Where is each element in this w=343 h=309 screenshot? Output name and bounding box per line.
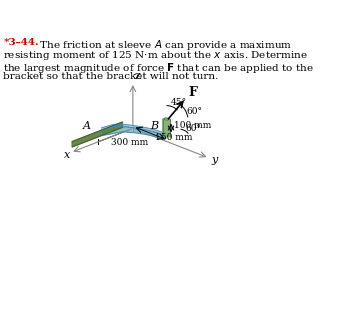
Text: The friction at sleeve $A$ can provide a maximum: The friction at sleeve $A$ can provide a… — [33, 38, 292, 52]
Text: x: x — [63, 150, 70, 160]
Polygon shape — [164, 118, 169, 120]
Text: *3–44.: *3–44. — [3, 38, 39, 47]
Polygon shape — [72, 122, 122, 147]
Polygon shape — [102, 125, 166, 136]
Text: 300 mm: 300 mm — [111, 138, 149, 147]
Text: 45°: 45° — [171, 98, 187, 107]
Text: 150 mm: 150 mm — [154, 133, 192, 142]
Text: z: z — [134, 71, 140, 81]
Text: resisting moment of 125 N·m about the $x$ axis. Determine: resisting moment of 125 N·m about the $x… — [3, 49, 308, 62]
Text: 60°: 60° — [186, 107, 202, 116]
Text: F: F — [188, 86, 197, 99]
Text: bracket so that the bracket will not turn.: bracket so that the bracket will not tur… — [3, 72, 219, 81]
Text: the largest magnitude of force $\mathbf{F}$ that can be applied to the: the largest magnitude of force $\mathbf{… — [3, 61, 314, 75]
Text: B: B — [151, 121, 158, 131]
Text: 100 mm: 100 mm — [174, 121, 211, 130]
Text: y: y — [212, 155, 218, 165]
Polygon shape — [102, 127, 166, 139]
Text: A: A — [83, 121, 91, 131]
Text: 60°: 60° — [185, 125, 201, 133]
Polygon shape — [163, 119, 170, 137]
